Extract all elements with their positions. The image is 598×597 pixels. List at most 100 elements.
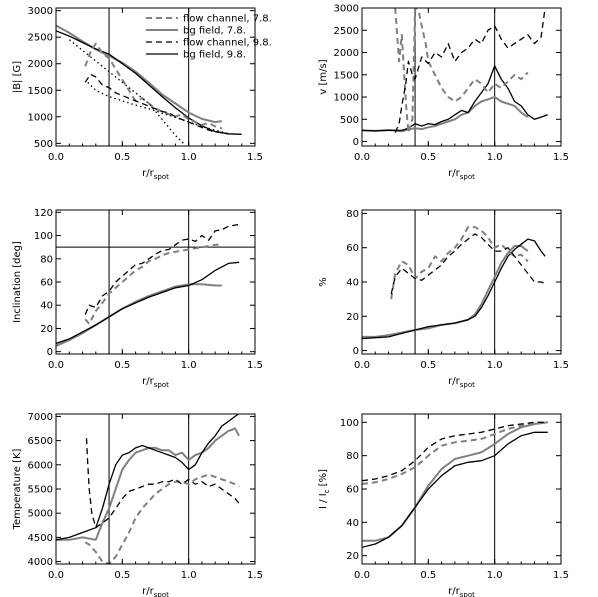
series-line-1 — [56, 24, 222, 124]
y-tick-label: 0 — [353, 137, 359, 148]
plot-area — [56, 8, 242, 146]
x-tick-label: 0.5 — [114, 570, 130, 581]
y-tick-label: 4000 — [28, 557, 53, 568]
y-tick-label: 20 — [346, 551, 359, 562]
x-axis-label: r/rspot — [448, 586, 475, 597]
y-axis-label: % — [318, 277, 329, 287]
x-tick-label: 0.0 — [48, 570, 64, 581]
y-tick-label: 40 — [40, 301, 53, 312]
x-tick-label: 1.5 — [247, 360, 263, 371]
x-tick-label: 0.0 — [354, 360, 370, 371]
y-axis-label: |B| [G] — [12, 61, 23, 93]
y-axis-label-unit: [%] — [318, 469, 329, 490]
y-tick-label: 40 — [346, 518, 359, 529]
y-tick-label: 60 — [40, 278, 53, 289]
y-axis-label-subscript: c — [323, 489, 331, 493]
series-line-2 — [56, 414, 240, 541]
y-tick-label: 0 — [353, 346, 359, 357]
series-line-3 — [84, 473, 240, 564]
series-line-3 — [390, 226, 529, 300]
x-axis-label-subscript: spot — [154, 591, 169, 597]
x-tick-label: 0.0 — [48, 152, 64, 163]
x-tick-label: 1.0 — [181, 360, 197, 371]
x-tick-label: 0.0 — [354, 570, 370, 581]
x-tick-label: 0.5 — [420, 360, 436, 371]
y-tick-label: 6000 — [28, 460, 53, 471]
x-tick-label: 1.5 — [247, 570, 263, 581]
x-tick-label: 1.0 — [181, 570, 197, 581]
y-axis-label-main: Temperature [K] — [12, 448, 23, 530]
y-axis-label-main: |B| [G] — [12, 61, 23, 93]
x-axis-label: r/rspot — [142, 168, 169, 181]
y-tick-label: 5500 — [28, 485, 53, 496]
y-tick-label: 2500 — [334, 26, 359, 37]
chart-panel-5: 0.0 0.5 1.0 1.5 4000 4500 5000 5500 6000 6500 7000… — [12, 412, 263, 597]
y-axis-label: I / Ic [%] — [318, 469, 331, 509]
y-tick-label: 1500 — [334, 70, 359, 81]
y-tick-label: 2000 — [28, 59, 53, 70]
x-tick-label: 0.0 — [354, 152, 370, 163]
y-tick-label: 0 — [47, 347, 53, 358]
legend-label: bg field, 7.8. — [183, 26, 246, 37]
y-tick-label: 1000 — [334, 93, 359, 104]
y-tick-label: 500 — [34, 139, 53, 150]
y-axis-label-main: % — [318, 277, 329, 287]
y-tick-label: 1500 — [28, 86, 53, 97]
x-tick-label: 0.5 — [114, 152, 130, 163]
y-axis-label-main: Inclination [deg] — [12, 241, 23, 323]
x-tick-label: 1.0 — [487, 360, 503, 371]
x-tick-label: 0.0 — [48, 360, 64, 371]
series-line-2 — [56, 261, 240, 345]
legend-label: bg field, 9.8. — [183, 50, 246, 61]
legend-label: flow channel, 7.8. — [183, 14, 272, 25]
y-tick-label: 120 — [34, 208, 53, 219]
x-axis-label-subscript: spot — [460, 381, 475, 389]
x-axis-label-main: r/r — [448, 586, 460, 597]
y-tick-label: 20 — [346, 312, 359, 323]
y-tick-label: 2500 — [28, 33, 53, 44]
plot-area — [56, 414, 240, 564]
y-tick-label: 60 — [346, 243, 359, 254]
series-line-2 — [362, 238, 546, 340]
y-tick-label: 5000 — [28, 509, 53, 520]
x-axis-label: r/rspot — [448, 168, 475, 181]
x-tick-label: 1.5 — [553, 570, 569, 581]
chart-panel-1: 0.0 0.5 1.0 1.5 500 1000 1500 2000 2500 3000 r/rsp… — [12, 6, 272, 181]
series-line-1 — [56, 427, 240, 541]
x-axis-label-subscript: spot — [154, 381, 169, 389]
x-axis-label: r/rspot — [142, 376, 169, 389]
y-tick-label: 2000 — [334, 48, 359, 59]
y-tick-label: 20 — [40, 324, 53, 335]
plot-frame — [55, 7, 256, 147]
y-tick-label: 1000 — [28, 112, 53, 123]
y-tick-label: 100 — [340, 418, 359, 429]
y-tick-label: 80 — [346, 451, 359, 462]
chart-panel-3: 0.0 0.5 1.0 1.5 0 20 40 60 80 100 120 r/rspot Inclin… — [12, 208, 263, 389]
plot-frame — [361, 7, 562, 147]
x-tick-label: 1.5 — [553, 152, 569, 163]
x-axis-label-main: r/r — [142, 168, 154, 179]
legend-label: flow channel, 9.8. — [183, 38, 272, 49]
series-line-3 — [84, 243, 222, 325]
x-axis-label-subscript: spot — [154, 173, 169, 181]
x-axis-label-subscript: spot — [460, 591, 475, 597]
series-line-3 — [362, 421, 548, 485]
y-tick-label: 6500 — [28, 436, 53, 447]
plot-area — [362, 210, 546, 354]
series-line-3 — [394, 8, 529, 134]
chart-panel-6: 0.0 0.5 1.0 1.5 20 40 60 80 100 r/rspot I / Ic [%] — [318, 413, 569, 597]
x-tick-label: 0.5 — [420, 570, 436, 581]
legend: flow channel, 7.8.bg field, 7.8.flow cha… — [146, 14, 272, 61]
y-tick-label: 7000 — [28, 412, 53, 423]
y-tick-label: 80 — [346, 209, 359, 220]
x-axis-label-subscript: spot — [460, 173, 475, 181]
series-line-1 — [56, 283, 222, 347]
y-axis-label-main: I / I — [318, 493, 329, 509]
y-tick-label: 40 — [346, 278, 359, 289]
series-line-6 — [68, 39, 184, 144]
plot-area — [362, 414, 548, 564]
series-line-4 — [362, 421, 548, 482]
y-tick-label: 80 — [40, 254, 53, 265]
x-tick-label: 0.5 — [420, 152, 436, 163]
series-line-4 — [84, 73, 229, 135]
